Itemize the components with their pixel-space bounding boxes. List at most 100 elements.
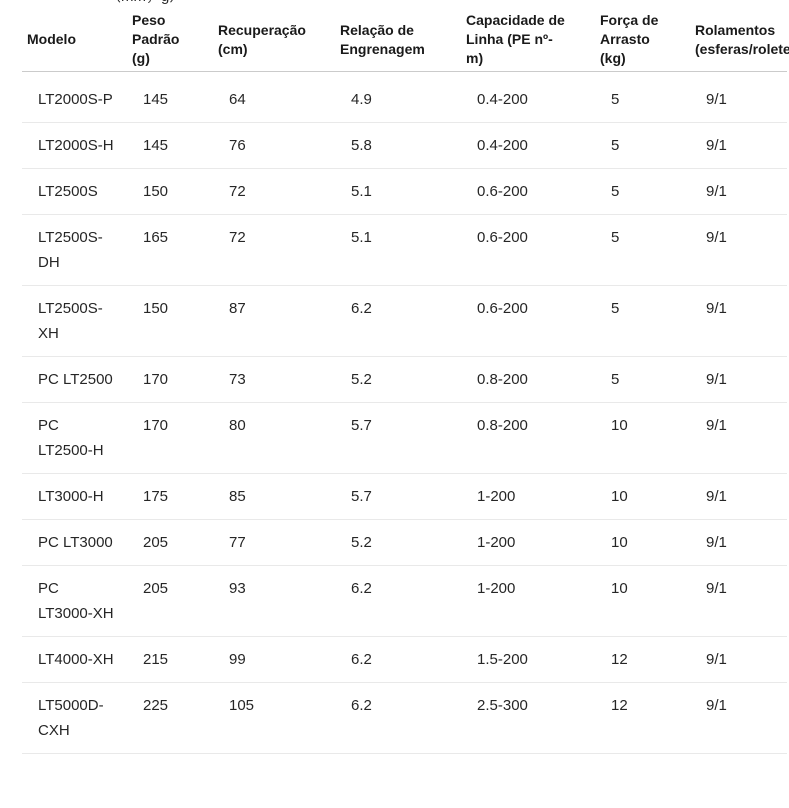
cell-recuperacao: 80 — [213, 402, 335, 474]
cell-modelo: LT4000-XH — [22, 636, 127, 683]
cell-capacidade-linha: 0.4-200 — [461, 71, 595, 123]
cell-peso-padrao: 150 — [127, 168, 213, 215]
cell-capacidade-linha: 1.5-200 — [461, 636, 595, 683]
cell-modelo: LT2000S-H — [22, 122, 127, 169]
cell-forca-arrasto: 12 — [595, 682, 690, 754]
cell-rolamentos: 9/1 — [690, 168, 787, 215]
cell-capacidade-linha: 0.6-200 — [461, 285, 595, 357]
cell-modelo: LT3000-H — [22, 473, 127, 520]
cell-capacidade-linha: 1-200 — [461, 519, 595, 566]
cell-peso-padrao: 150 — [127, 285, 213, 357]
cell-capacidade-linha: 0.8-200 — [461, 356, 595, 403]
cell-capacidade-linha: 0.6-200 — [461, 214, 595, 286]
cell-peso-padrao: 205 — [127, 565, 213, 637]
cell-relacao-engrenagem: 5.7 — [335, 402, 461, 474]
table-row: LT4000-XH 215 99 6.2 1.5-200 12 9/1 — [22, 636, 787, 683]
cell-recuperacao: 87 — [213, 285, 335, 357]
specs-table: Modelo Peso Padrão (g) Recuperação (cm) Rel… — [22, 8, 789, 754]
cell-modelo: LT2500S-DH — [22, 214, 127, 286]
cell-peso-padrao: 175 — [127, 473, 213, 520]
cell-recuperacao: 85 — [213, 473, 335, 520]
cell-recuperacao: 77 — [213, 519, 335, 566]
cell-recuperacao: 72 — [213, 168, 335, 215]
cell-forca-arrasto: 10 — [595, 565, 690, 637]
cell-capacidade-linha: 0.4-200 — [461, 122, 595, 169]
cell-recuperacao: 72 — [213, 214, 335, 286]
cell-modelo: LT2000S-P — [22, 71, 127, 123]
table-row: LT5000D-CXH 225 105 6.2 2.5-300 12 9/1 — [22, 682, 787, 754]
cell-forca-arrasto: 10 — [595, 402, 690, 474]
column-header-modelo: Modelo — [22, 8, 127, 72]
cell-peso-padrao: 145 — [127, 122, 213, 169]
cell-peso-padrao: 170 — [127, 356, 213, 403]
table-body: LT2000S-P 145 64 4.9 0.4-200 5 9/1 LT2000S-H 145… — [22, 71, 787, 754]
column-header-recuperacao: Recuperação (cm) — [213, 8, 335, 72]
cell-recuperacao: 64 — [213, 71, 335, 123]
cell-forca-arrasto: 10 — [595, 519, 690, 566]
cell-relacao-engrenagem: 5.1 — [335, 168, 461, 215]
cell-relacao-engrenagem: 4.9 — [335, 71, 461, 123]
table-row: LT2500S-DH 165 72 5.1 0.6-200 5 9/1 — [22, 214, 787, 286]
table-row: PC LT2500-H 170 80 5.7 0.8-200 10 9/1 — [22, 402, 787, 474]
cell-forca-arrasto: 5 — [595, 168, 690, 215]
cell-relacao-engrenagem: 5.2 — [335, 356, 461, 403]
column-header-forca-arrasto: Força de Arrasto (kg) — [595, 8, 690, 72]
cell-recuperacao: 73 — [213, 356, 335, 403]
cell-rolamentos: 9/1 — [690, 356, 787, 403]
cell-recuperacao: 76 — [213, 122, 335, 169]
cell-capacidade-linha: 0.8-200 — [461, 402, 595, 474]
table-row: LT2000S-P 145 64 4.9 0.4-200 5 9/1 — [22, 71, 787, 123]
cell-relacao-engrenagem: 6.2 — [335, 565, 461, 637]
cell-modelo: LT2500S — [22, 168, 127, 215]
cell-recuperacao: 99 — [213, 636, 335, 683]
cell-relacao-engrenagem: 5.8 — [335, 122, 461, 169]
cell-peso-padrao: 170 — [127, 402, 213, 474]
cell-rolamentos: 9/1 — [690, 71, 787, 123]
cell-forca-arrasto: 5 — [595, 356, 690, 403]
table-row: PC LT3000 205 77 5.2 1-200 10 9/1 — [22, 519, 787, 566]
table-row: PC LT3000-XH 205 93 6.2 1-200 10 9/1 — [22, 565, 787, 637]
table-row: LT3000-H 175 85 5.7 1-200 10 9/1 — [22, 473, 787, 520]
column-header-peso-padrao: Peso Padrão (g) — [127, 8, 213, 72]
cell-forca-arrasto: 12 — [595, 636, 690, 683]
cell-modelo: LT5000D-CXH — [22, 682, 127, 754]
clipped-text-fragment: （mm，g） — [106, 0, 184, 7]
cell-recuperacao: 105 — [213, 682, 335, 754]
cell-modelo: PC LT3000 — [22, 519, 127, 566]
cell-forca-arrasto: 5 — [595, 285, 690, 357]
cell-forca-arrasto: 5 — [595, 214, 690, 286]
cell-modelo: PC LT2500 — [22, 356, 127, 403]
cell-rolamentos: 9/1 — [690, 214, 787, 286]
cell-rolamentos: 9/1 — [690, 519, 787, 566]
cell-rolamentos: 9/1 — [690, 682, 787, 754]
cell-relacao-engrenagem: 5.1 — [335, 214, 461, 286]
column-header-relacao-engrenagem: Relação de Engrenagem — [335, 8, 461, 72]
cell-rolamentos: 9/1 — [690, 285, 787, 357]
cell-peso-padrao: 215 — [127, 636, 213, 683]
column-header-rolamentos: Rolamentos (esferas/roletes) — [690, 8, 789, 72]
cell-rolamentos: 9/1 — [690, 636, 787, 683]
cell-capacidade-linha: 2.5-300 — [461, 682, 595, 754]
cell-forca-arrasto: 5 — [595, 122, 690, 169]
cell-relacao-engrenagem: 6.2 — [335, 285, 461, 357]
cell-relacao-engrenagem: 6.2 — [335, 682, 461, 754]
header-row: Modelo Peso Padrão (g) Recuperação (cm) Rel… — [22, 8, 789, 72]
cell-capacidade-linha: 0.6-200 — [461, 168, 595, 215]
cell-peso-padrao: 225 — [127, 682, 213, 754]
cell-recuperacao: 93 — [213, 565, 335, 637]
cell-relacao-engrenagem: 5.7 — [335, 473, 461, 520]
cell-modelo: PC LT2500-H — [22, 402, 127, 474]
cell-rolamentos: 9/1 — [690, 565, 787, 637]
table-row: LT2000S-H 145 76 5.8 0.4-200 5 9/1 — [22, 122, 787, 169]
cell-modelo: PC LT3000-XH — [22, 565, 127, 637]
cell-peso-padrao: 165 — [127, 214, 213, 286]
cell-modelo: LT2500S-XH — [22, 285, 127, 357]
cell-relacao-engrenagem: 6.2 — [335, 636, 461, 683]
cell-forca-arrasto: 5 — [595, 71, 690, 123]
cell-rolamentos: 9/1 — [690, 402, 787, 474]
cell-rolamentos: 9/1 — [690, 122, 787, 169]
cell-forca-arrasto: 10 — [595, 473, 690, 520]
cell-rolamentos: 9/1 — [690, 473, 787, 520]
cell-capacidade-linha: 1-200 — [461, 473, 595, 520]
